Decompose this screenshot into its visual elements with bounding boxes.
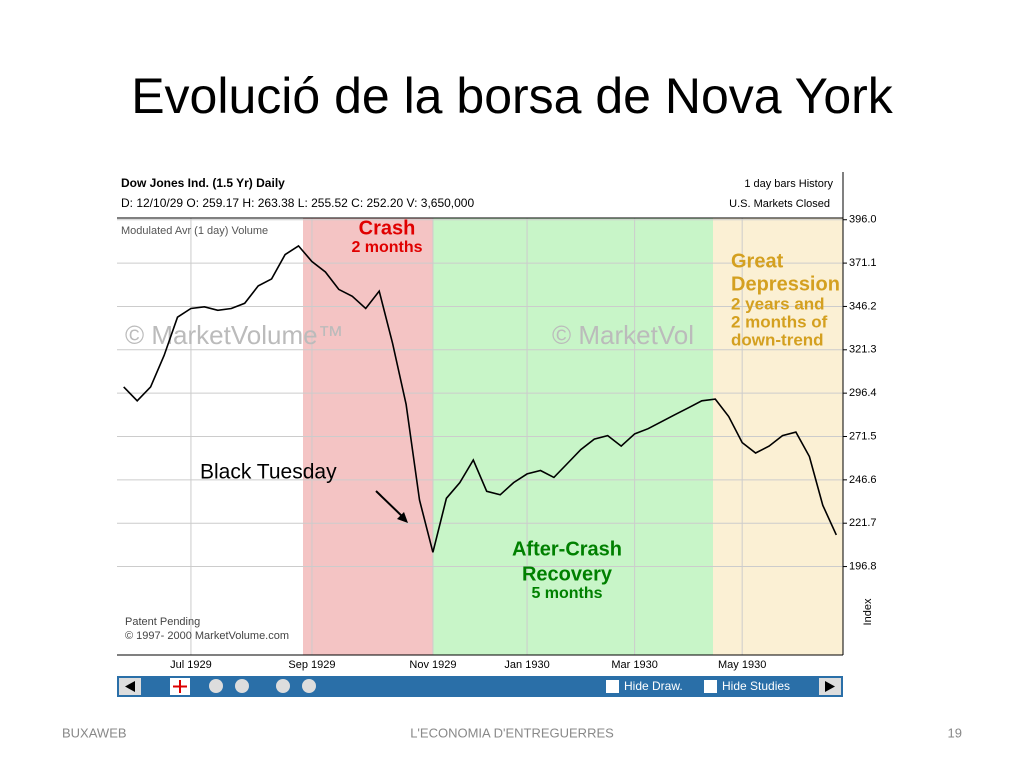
status: U.S. Markets Closed (729, 198, 830, 210)
toolbar (117, 676, 843, 697)
watermark: © MarketVolume™ (125, 320, 344, 350)
slide-title: Evolució de la borsa de Nova York (131, 68, 894, 124)
x-tick-label: May 1930 (718, 659, 766, 671)
study-label: Modulated Avr (1 day) Volume (121, 225, 268, 237)
y-tick-label: 271.5 (849, 430, 877, 442)
checkbox[interactable] (704, 680, 717, 693)
depression-text: Depression (731, 273, 840, 295)
x-tick-label: Nov 1929 (409, 659, 456, 671)
scroll-down[interactable] (276, 679, 290, 693)
checkbox[interactable] (606, 680, 619, 693)
depression-text: down-trend (731, 330, 824, 349)
recovery-text: Recovery (522, 563, 613, 585)
price-line (123, 244, 838, 553)
zoom-out[interactable] (235, 679, 249, 693)
chart: Dow Jones Ind. (1.5 Yr) Daily D: 12/10/2… (117, 172, 877, 697)
y-tick-label: 346.2 (849, 300, 877, 312)
footer-center: L'ECONOMIA D'ENTREGUERRES (410, 725, 614, 740)
y-tick-label: 371.1 (849, 257, 877, 269)
x-tick-label: Mar 1930 (611, 659, 657, 671)
page-number: 19 (948, 725, 962, 740)
x-tick-label: Sep 1929 (288, 659, 335, 671)
icon (825, 681, 835, 692)
icon (125, 681, 135, 692)
black-tuesday: Black Tuesday (200, 461, 337, 484)
scroll-up[interactable] (302, 679, 316, 693)
y-tick-label: 396.0 (849, 214, 877, 226)
y-tick-label: 196.8 (849, 560, 877, 572)
hide-studies: Hide Studies (722, 679, 790, 693)
crash-duration: 2 months (351, 239, 422, 256)
watermark: © MarketVol (552, 320, 694, 350)
quote: D: 12/10/29 O: 259.17 H: 263.38 L: 255.5… (121, 196, 474, 210)
arrow-head (397, 512, 408, 523)
y-tick-label: 296.4 (849, 387, 877, 399)
crash-title: Crash (359, 217, 416, 239)
hide-draw: Hide Draw. (624, 679, 683, 693)
y-tick-label: 221.7 (849, 517, 877, 529)
depression-text: Great (731, 250, 784, 272)
recovery-text: 5 months (531, 585, 602, 602)
notice: Patent Pending (125, 616, 200, 628)
y-tick-label: 321.3 (849, 344, 877, 356)
depression-text: 2 months of (731, 312, 828, 331)
x-tick-label: Jul 1929 (170, 659, 212, 671)
depression-text: 2 years and (731, 294, 825, 313)
bars-info: 1 day bars History (744, 178, 833, 190)
zoom-in[interactable] (209, 679, 223, 693)
notice: © 1997- 2000 MarketVolume.com (125, 630, 289, 642)
chart-name: Dow Jones Ind. (1.5 Yr) Daily (121, 176, 285, 190)
y-axis-label: Index (862, 598, 874, 625)
recovery-text: After-Crash (512, 538, 622, 560)
y-tick-label: 246.6 (849, 474, 877, 486)
icon (173, 680, 187, 693)
footer-left: BUXAWEB (62, 725, 127, 740)
x-tick-label: Jan 1930 (504, 659, 549, 671)
